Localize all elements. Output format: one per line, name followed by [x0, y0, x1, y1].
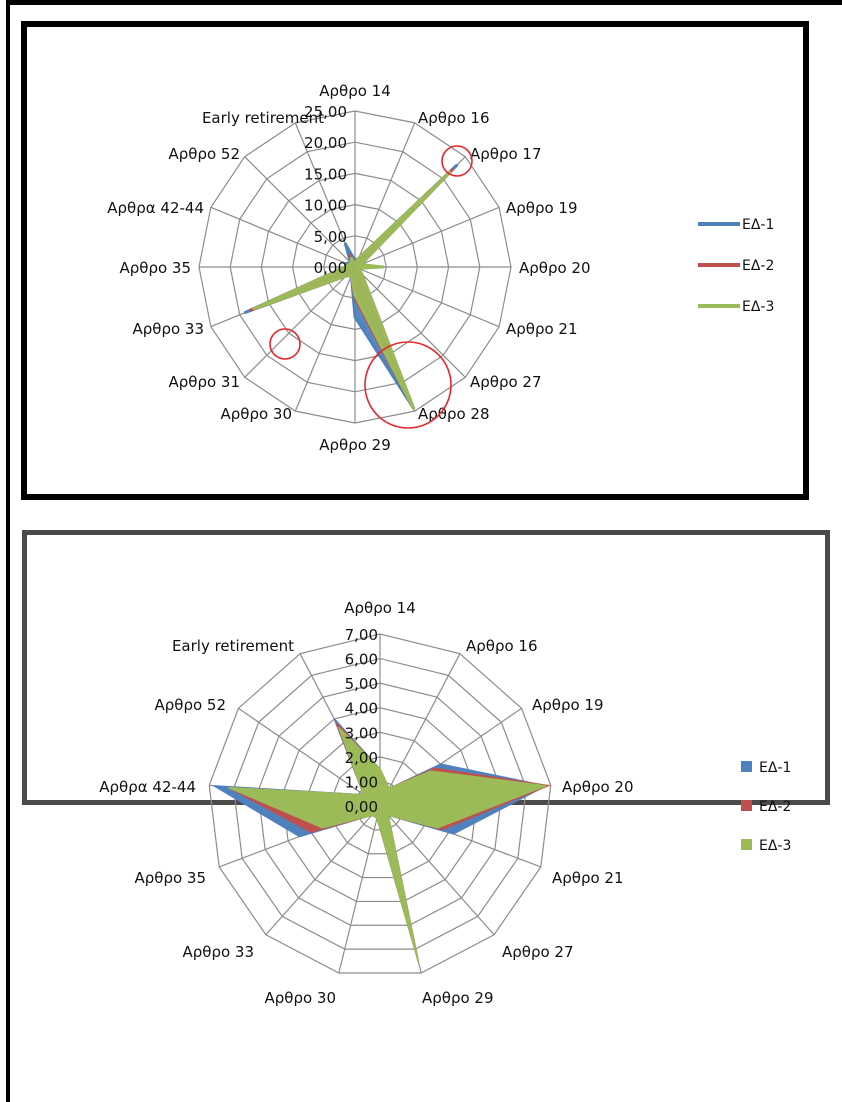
radar-grid-ring — [208, 633, 552, 974]
radar-spoke — [354, 122, 416, 268]
outer-frame-top — [6, 0, 842, 5]
category-label: Αρθρο 30 — [220, 405, 292, 423]
tick-label: 15,00 — [304, 165, 347, 183]
radar-spoke — [294, 266, 356, 412]
category-label: Αρθρο 27 — [502, 943, 574, 961]
category-label: Αρθρο 33 — [132, 320, 204, 338]
legend-label: ΕΔ-1 — [759, 760, 791, 776]
radar-spoke — [354, 206, 500, 268]
radar-chart-2-box — [22, 530, 830, 805]
radar-spoke — [354, 266, 466, 378]
outer-frame-left — [6, 0, 10, 1102]
category-label: Αρθρο 29 — [319, 436, 391, 454]
series-3-polygon — [228, 726, 547, 962]
legend-label: ΕΔ-1 — [742, 217, 774, 233]
legend-swatch — [741, 800, 752, 811]
radar-spoke — [379, 653, 461, 807]
category-label: Αρθρο 35 — [119, 259, 191, 277]
series-1-polygon — [243, 164, 458, 410]
category-label: Αρθρα 42-44 — [107, 199, 204, 217]
highlight-circle — [364, 341, 452, 429]
category-label: Αρθρο 33 — [182, 943, 254, 961]
category-label: Αρθρο 14 — [319, 82, 391, 100]
category-label: Αρθρο 19 — [532, 696, 604, 714]
legend-swatch — [741, 839, 752, 850]
tick-label: 10,00 — [304, 197, 347, 215]
radar-spoke — [244, 156, 356, 268]
radar-chart-2: 0,00 1,00 2,00 3,00 4,00 5,00 6,00 7,00 Αρθρο 14… — [99, 599, 791, 1007]
tick-label: 25,00 — [304, 103, 347, 121]
tick-label: 1,00 — [345, 773, 378, 791]
tick-label: 2,00 — [345, 749, 378, 767]
category-label: Αρθρο 30 — [264, 989, 336, 1007]
category-label: Αρθρο 14 — [344, 599, 416, 617]
category-label: Αρθρο 28 — [418, 405, 490, 423]
category-label: Αρθρο 17 — [470, 145, 542, 163]
tick-label: 7,00 — [345, 626, 378, 644]
radar-chart-1-box — [21, 21, 809, 500]
tick-label: 3,00 — [345, 724, 378, 742]
radar-chart-1: 0,00 5,00 10,00 15,00 20,00 25,00 Αρθρο 14 Αρθρ… — [107, 82, 774, 454]
category-label: Αρθρο 29 — [422, 989, 494, 1007]
tick-label: 6,00 — [345, 651, 378, 669]
tick-label: 0,00 — [314, 259, 347, 277]
legend-label: ΕΔ-3 — [759, 838, 791, 854]
category-label: Early retirement — [172, 637, 294, 655]
legend-label: ΕΔ-2 — [742, 258, 774, 274]
radar-grid-ring — [257, 682, 503, 926]
series-3-polygon — [252, 170, 452, 410]
category-label: Αρθρο 16 — [466, 637, 538, 655]
legend-label: ΕΔ-2 — [759, 799, 791, 815]
category-label: Αρθρο 31 — [168, 373, 240, 391]
radar-spoke — [265, 805, 381, 936]
category-label: Αρθρο 16 — [418, 109, 490, 127]
radar-spoke — [210, 206, 356, 268]
legend-label: ΕΔ-3 — [742, 299, 774, 315]
highlight-circle — [269, 328, 301, 360]
tick-label: 0,00 — [345, 798, 378, 816]
category-label: Αρθρο 52 — [168, 145, 240, 163]
category-label: Early retirement — [202, 109, 324, 127]
category-label: Αρθρα 42-44 — [99, 778, 196, 796]
radar-spoke — [244, 266, 356, 378]
category-label: Αρθρο 21 — [506, 320, 578, 338]
tick-label: 5,00 — [345, 675, 378, 693]
category-label: Αρθρο 19 — [506, 199, 578, 217]
radar-spoke — [338, 805, 381, 974]
category-label: Αρθρο 35 — [134, 869, 206, 887]
radar-grid-ring — [281, 707, 479, 903]
category-label: Αρθρο 20 — [562, 778, 634, 796]
category-label: Αρθρο 52 — [154, 696, 226, 714]
tick-label: 5,00 — [314, 228, 347, 246]
category-label: Αρθρο 20 — [519, 259, 591, 277]
category-label: Αρθρο 27 — [470, 373, 542, 391]
highlight-circle — [441, 145, 473, 177]
radar-spoke — [379, 805, 495, 936]
radar-grid-ring — [233, 657, 527, 950]
radar-spoke — [238, 707, 381, 807]
tick-label: 4,00 — [345, 700, 378, 718]
category-label: Αρθρο 21 — [552, 869, 624, 887]
legend-swatch — [741, 761, 752, 772]
radar-spoke — [354, 266, 500, 328]
tick-label: 20,00 — [304, 134, 347, 152]
